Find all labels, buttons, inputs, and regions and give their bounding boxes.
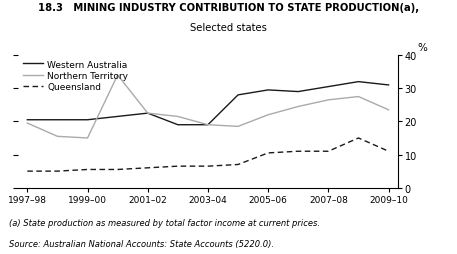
Northern Territory (175, 115, 181, 118)
Queensland (55, 170, 60, 173)
Northern Territory (55, 135, 60, 138)
Northern Territory (115, 74, 120, 77)
Queensland (356, 137, 361, 140)
Western Australia (175, 124, 181, 127)
Line: Northern Territory: Northern Territory (27, 76, 388, 138)
Western Australia (386, 84, 391, 87)
Text: Selected states: Selected states (190, 23, 267, 33)
Northern Territory (266, 114, 271, 117)
Queensland (296, 150, 301, 153)
Text: (a) State production as measured by total factor income at current prices.: (a) State production as measured by tota… (9, 218, 320, 227)
Northern Territory (356, 96, 361, 99)
Queensland (325, 150, 331, 153)
Legend: Western Australia, Northern Territory, Queensland: Western Australia, Northern Territory, Q… (23, 60, 128, 92)
Queensland (386, 150, 391, 153)
Northern Territory (386, 109, 391, 112)
Northern Territory (296, 106, 301, 109)
Text: 18.3   MINING INDUSTRY CONTRIBUTION TO STATE PRODUCTION(a),: 18.3 MINING INDUSTRY CONTRIBUTION TO STA… (38, 3, 419, 12)
Line: Queensland: Queensland (27, 138, 388, 171)
Queensland (205, 165, 211, 168)
Northern Territory (145, 112, 150, 115)
Western Australia (55, 119, 60, 122)
Western Australia (25, 119, 30, 122)
Western Australia (266, 89, 271, 92)
Western Australia (296, 91, 301, 94)
Text: Source: Australian National Accounts: State Accounts (5220.0).: Source: Australian National Accounts: St… (9, 239, 274, 248)
Queensland (235, 163, 241, 166)
Western Australia (235, 94, 241, 97)
Western Australia (325, 86, 331, 89)
Queensland (145, 167, 150, 170)
Western Australia (115, 115, 120, 118)
Queensland (25, 170, 30, 173)
Western Australia (356, 81, 361, 84)
Northern Territory (325, 99, 331, 102)
Western Australia (205, 124, 211, 127)
Queensland (175, 165, 181, 168)
Queensland (266, 152, 271, 155)
Line: Western Australia: Western Australia (27, 82, 388, 125)
Queensland (115, 168, 120, 171)
Y-axis label: %: % (418, 43, 427, 53)
Western Australia (85, 119, 90, 122)
Queensland (85, 168, 90, 171)
Northern Territory (85, 137, 90, 140)
Western Australia (145, 112, 150, 115)
Northern Territory (25, 122, 30, 125)
Northern Territory (235, 125, 241, 128)
Northern Territory (205, 124, 211, 127)
